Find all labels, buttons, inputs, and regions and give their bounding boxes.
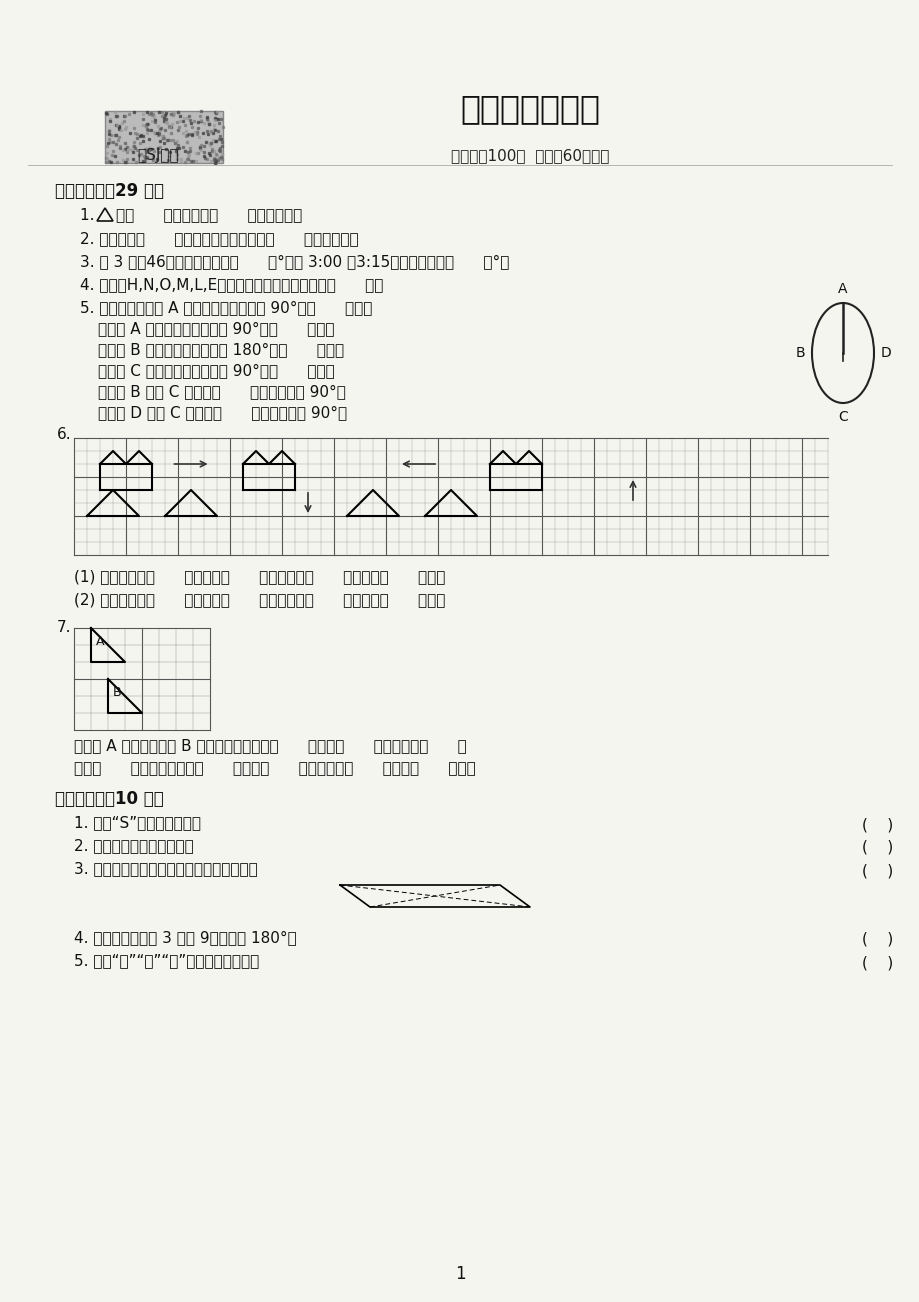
Text: 2. 正方形有（      ）条对称轴。长方形有（      ）条对称轴。: 2. 正方形有（ ）条对称轴。长方形有（ ）条对称轴。 bbox=[80, 230, 358, 246]
Text: B: B bbox=[113, 686, 121, 699]
Text: 4. 钟面上的时针从 3 走到 9，旋转了 180°。: 4. 钟面上的时针从 3 走到 9，旋转了 180°。 bbox=[74, 930, 297, 945]
Text: 3. 从 3 时到46时，时针旋转了（      ）°。从 3:00 到3:15，分针旋转了（      ）°。: 3. 从 3 时到46时，时针旋转了（ ）°。从 3:00 到3:15，分针旋转… bbox=[80, 254, 509, 270]
Text: 平移（      ）格；或者先向（      ）平移（      ）格，再向（      ）平移（      ）格。: 平移（ ）格；或者先向（ ）平移（ ）格，再向（ ）平移（ ）格。 bbox=[74, 760, 475, 776]
Text: (    ): ( ) bbox=[861, 840, 892, 855]
Text: 二、判断。（10 分）: 二、判断。（10 分） bbox=[55, 790, 164, 809]
Text: 三角形 A 平移到三角形 B 的位置，可以先向（      ）平移（      ）格，再向（      ）: 三角形 A 平移到三角形 B 的位置，可以先向（ ）平移（ ）格，再向（ ） bbox=[74, 738, 466, 753]
Text: （SJ版）: （SJ版） bbox=[137, 148, 178, 163]
Text: (    ): ( ) bbox=[861, 932, 892, 947]
Text: 第一单元测评卷: 第一单元测评卷 bbox=[460, 92, 599, 125]
Text: A: A bbox=[837, 283, 846, 296]
Text: B: B bbox=[795, 346, 804, 359]
Text: (    ): ( ) bbox=[861, 816, 892, 832]
Text: A: A bbox=[96, 635, 105, 648]
Text: (    ): ( ) bbox=[861, 863, 892, 878]
Text: 指针从 A 点开始，逆时针旋转 90°到（      ）点；: 指针从 A 点开始，逆时针旋转 90°到（ ）点； bbox=[98, 322, 335, 336]
Text: 指针从 D 点到 C 点，是（      ）时针旋转了 90°。: 指针从 D 点到 C 点，是（ ）时针旋转了 90°。 bbox=[98, 405, 346, 421]
Text: C: C bbox=[837, 410, 847, 424]
Text: 7.: 7. bbox=[57, 620, 72, 635]
Text: 6.: 6. bbox=[57, 427, 72, 441]
Text: 5. 汉字“田”“日”“国”都是轴对称图形。: 5. 汉字“田”“日”“国”都是轴对称图形。 bbox=[74, 953, 259, 967]
Text: 1: 1 bbox=[454, 1266, 465, 1282]
Text: （满分：100分  时间：60分钟）: （满分：100分 时间：60分钟） bbox=[450, 148, 608, 163]
Text: 一、填空。（29 分）: 一、填空。（29 分） bbox=[55, 182, 164, 201]
Text: D: D bbox=[880, 346, 891, 359]
Text: 指针从 B 点开始，顺时针旋转 180°到（      ）点；: 指针从 B 点开始，顺时针旋转 180°到（ ）点； bbox=[98, 342, 344, 357]
Text: 指针从 C 点开始，逆时针旋转 90°到（      ）点；: 指针从 C 点开始，逆时针旋转 90°到（ ）点； bbox=[98, 363, 335, 378]
Text: 2. 高层电梯的运动是平移。: 2. 高层电梯的运动是平移。 bbox=[74, 838, 194, 853]
Text: 是（      ）图形，有（      ）条对称轴。: 是（ ）图形，有（ ）条对称轴。 bbox=[116, 208, 302, 223]
Text: (1) 小帆船先向（      ）平移了（      ）格，再向（      ）平移了（      ）格。: (1) 小帆船先向（ ）平移了（ ）格，再向（ ）平移了（ ）格。 bbox=[74, 569, 445, 585]
Text: 1. 字母“S”有一条对称轴。: 1. 字母“S”有一条对称轴。 bbox=[74, 815, 200, 829]
Text: 3. 如下图，这个平行四边形有两条对称轴。: 3. 如下图，这个平行四边形有两条对称轴。 bbox=[74, 861, 257, 876]
Text: 1.: 1. bbox=[80, 208, 99, 223]
Text: (2) 三角形先向（      ）平移了（      ）格，再向（      ）平移了（      ）格。: (2) 三角形先向（ ）平移了（ ）格，再向（ ）平移了（ ）格。 bbox=[74, 592, 445, 607]
Text: 5. 如右图，指针从 A 点开始，顺时针旋转 90°到（      ）点；: 5. 如右图，指针从 A 点开始，顺时针旋转 90°到（ ）点； bbox=[80, 299, 372, 315]
FancyBboxPatch shape bbox=[105, 111, 222, 163]
Text: (    ): ( ) bbox=[861, 954, 892, 970]
Text: 4. 在字母H,N,O,M,L,E中，是轴对称图形的字母有（      ）。: 4. 在字母H,N,O,M,L,E中，是轴对称图形的字母有（ ）。 bbox=[80, 277, 383, 292]
Text: 指针从 B 点到 C 点，是（      ）时针旋转了 90°；: 指针从 B 点到 C 点，是（ ）时针旋转了 90°； bbox=[98, 384, 346, 398]
